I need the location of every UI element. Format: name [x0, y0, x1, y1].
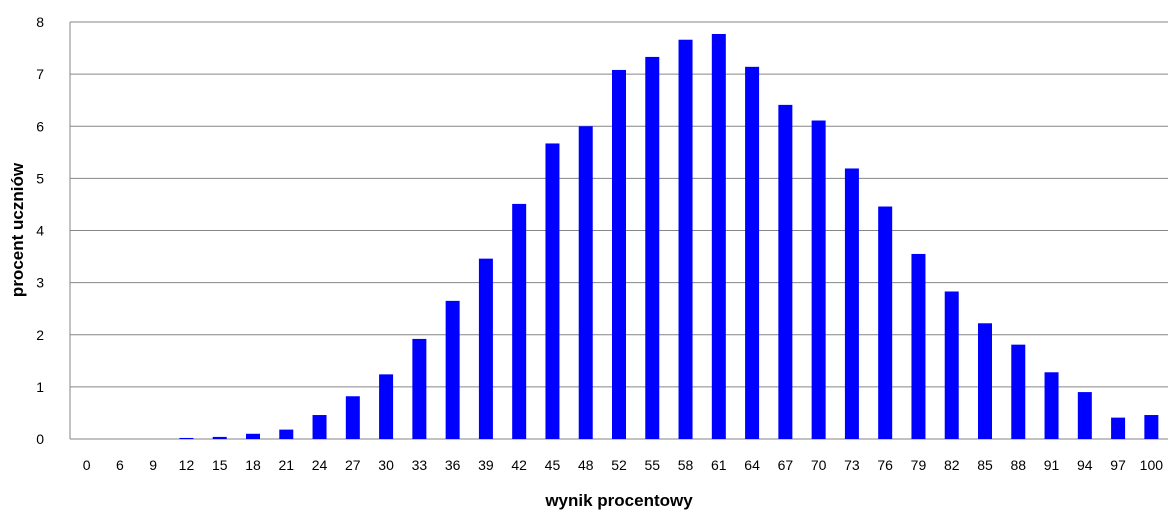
y-tick-label: 0	[36, 431, 44, 447]
x-tick-label: 85	[977, 457, 993, 473]
x-tick-label: 30	[378, 457, 394, 473]
x-tick-label: 64	[744, 457, 760, 473]
bar-42	[512, 204, 526, 439]
bar-61	[712, 34, 726, 439]
y-tick-label: 3	[36, 275, 44, 291]
bar-79	[911, 254, 925, 439]
x-tick-labels: 0 6 9 12 15 18 21 24 27 30 33 36 39 42 45 48 52 55 58 61 64 6…	[83, 457, 1164, 473]
x-tick-label: 15	[212, 457, 228, 473]
bar-58	[679, 40, 693, 439]
bar-55	[645, 57, 659, 439]
bar-70	[812, 121, 826, 439]
x-tick-label: 24	[312, 457, 328, 473]
bar-94	[1078, 392, 1092, 439]
x-tick-label: 100	[1140, 457, 1164, 473]
x-axis-title: wynik procentowy	[544, 491, 693, 510]
x-tick-label: 42	[511, 457, 527, 473]
y-tick-label: 2	[36, 327, 44, 343]
bar-33	[412, 339, 426, 439]
x-tick-label: 48	[578, 457, 594, 473]
bar-30	[379, 374, 393, 439]
x-tick-label: 58	[678, 457, 694, 473]
bar-36	[446, 301, 460, 439]
x-tick-label: 52	[611, 457, 627, 473]
x-tick-label: 9	[149, 457, 157, 473]
bar-15	[213, 437, 227, 439]
bar-18	[246, 434, 260, 439]
bar-64	[745, 67, 759, 439]
x-tick-label: 67	[778, 457, 794, 473]
y-tick-label: 1	[36, 379, 44, 395]
bar-82	[945, 291, 959, 439]
bars	[179, 34, 1158, 439]
x-tick-label: 76	[877, 457, 893, 473]
x-tick-label: 94	[1077, 457, 1093, 473]
y-tick-label: 8	[36, 14, 44, 30]
y-axis-title: procent uczniów	[8, 162, 27, 297]
bar-76	[878, 207, 892, 439]
bar-39	[479, 259, 493, 439]
bar-88	[1011, 345, 1025, 439]
bar-85	[978, 323, 992, 439]
x-tick-label: 6	[116, 457, 124, 473]
bar-100	[1144, 415, 1158, 439]
x-tick-label: 55	[644, 457, 660, 473]
x-tick-label: 88	[1010, 457, 1026, 473]
x-tick-label: 97	[1110, 457, 1126, 473]
y-tick-label: 4	[36, 223, 44, 239]
bar-48	[579, 126, 593, 439]
y-tick-label: 7	[36, 66, 44, 82]
bar-27	[346, 396, 360, 439]
x-tick-label: 27	[345, 457, 361, 473]
bar-67	[778, 105, 792, 439]
y-tick-label: 5	[36, 170, 44, 186]
x-tick-label: 61	[711, 457, 727, 473]
bar-24	[313, 415, 327, 439]
x-tick-label: 36	[445, 457, 461, 473]
x-tick-label: 79	[911, 457, 927, 473]
x-tick-label: 18	[245, 457, 261, 473]
bar-91	[1045, 372, 1059, 439]
x-tick-label: 45	[545, 457, 561, 473]
bar-45	[545, 143, 559, 439]
x-tick-label: 12	[179, 457, 195, 473]
x-tick-label: 70	[811, 457, 827, 473]
y-tick-label: 6	[36, 118, 44, 134]
x-tick-label: 0	[83, 457, 91, 473]
bar-52	[612, 70, 626, 439]
bar-97	[1111, 418, 1125, 439]
x-tick-label: 73	[844, 457, 860, 473]
x-tick-label: 21	[278, 457, 294, 473]
x-tick-label: 39	[478, 457, 494, 473]
x-tick-label: 91	[1044, 457, 1060, 473]
x-tick-label: 82	[944, 457, 960, 473]
bar-73	[845, 168, 859, 439]
y-tick-labels: 0 1 2 3 4 5 6 7 8	[36, 14, 44, 447]
bar-12	[179, 438, 193, 439]
bar-21	[279, 430, 293, 439]
x-tick-label: 33	[412, 457, 428, 473]
